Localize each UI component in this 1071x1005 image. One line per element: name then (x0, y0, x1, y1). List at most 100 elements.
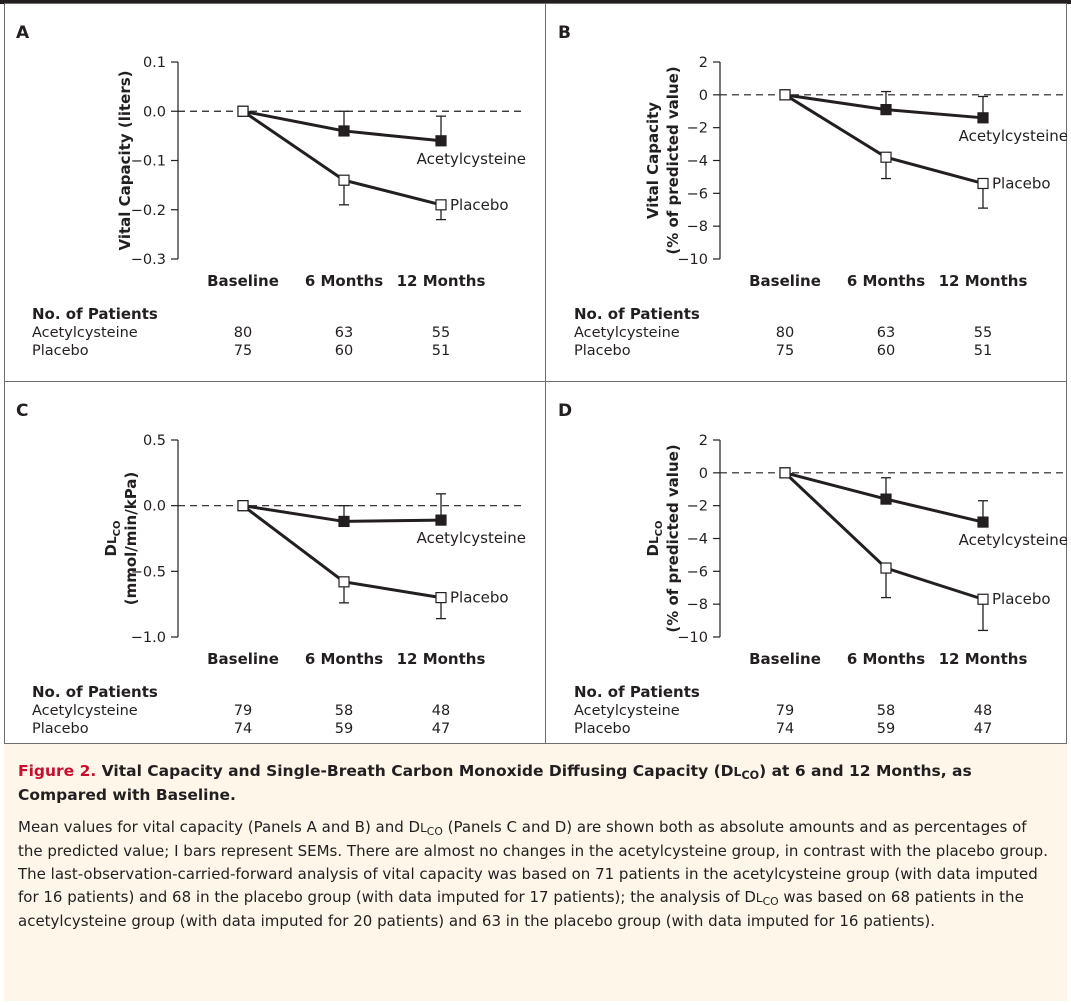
y-tick-label: 0.1 (143, 55, 166, 71)
patients-header: No. of Patients (574, 305, 700, 323)
data-point-placebo (338, 174, 350, 186)
patients-row-label: Placebo (32, 343, 89, 359)
patients-row-label: Placebo (32, 721, 89, 737)
x-category-label: Baseline (749, 272, 821, 290)
y-tick-label: 0.5 (143, 433, 166, 449)
y-axis-label-smallcap: L (647, 536, 661, 544)
series-label-acetylcysteine: Acetylcysteine (417, 529, 526, 547)
y-tick-label: −6 (687, 564, 708, 580)
panel-grid: A 0.1 0.0 −0.1 −0.2 −0.3 Vital Capacity (liter… (4, 4, 1068, 744)
patients-header: No. of Patients (32, 683, 158, 701)
y-axis-label-sub: CO (654, 521, 665, 537)
x-category-label: 12 Months (939, 272, 1028, 290)
panel-b: B 2 0 −2 −4 −6 −8 −10 Vital Capacity (% of predic… (546, 4, 1071, 377)
y-tick-label: −8 (687, 219, 708, 235)
patients-count: 79 (776, 703, 794, 719)
data-point-placebo (779, 89, 791, 101)
patients-count: 75 (234, 343, 252, 359)
patients-count: 63 (335, 325, 353, 341)
caption-body-part3: was based on 68 patients in the acetylcy… (18, 888, 1024, 930)
x-category-label: 6 Months (305, 650, 383, 668)
patients-count: 80 (776, 325, 794, 341)
patients-header: No. of Patients (32, 305, 158, 323)
y-axis-label-line: (% of predicted value) (664, 66, 682, 254)
y-tick-label: 2 (699, 55, 708, 71)
caption-body-smallcap1: L (420, 821, 427, 835)
panel-divider-vertical (545, 4, 546, 744)
panel-label: A (16, 23, 30, 43)
panel-divider-horizontal (4, 381, 1067, 382)
patients-count: 63 (877, 325, 895, 341)
figure-caption: Figure 2. Vital Capacity and Single-Brea… (4, 744, 1067, 1001)
y-tick-label: 0 (699, 88, 708, 104)
y-tick-label: −0.3 (131, 252, 166, 268)
patients-header: No. of Patients (574, 683, 700, 701)
caption-title: Figure 2. Vital Capacity and Single-Brea… (18, 760, 1053, 806)
panel-divider-bottom (4, 743, 1067, 744)
y-tick-label: 2 (699, 433, 708, 449)
patients-count: 74 (776, 721, 794, 737)
x-category-label: 6 Months (305, 272, 383, 290)
caption-title-sub: CO (741, 768, 760, 782)
panel-a: A 0.1 0.0 −0.1 −0.2 −0.3 Vital Capacity (liter… (4, 4, 545, 377)
panel-label: C (16, 401, 28, 421)
data-point-acetylcysteine (880, 104, 892, 116)
series-label-acetylcysteine: Acetylcysteine (417, 150, 526, 168)
y-tick-label: −0.5 (131, 564, 166, 580)
x-category-label: Baseline (207, 650, 279, 668)
patients-count: 47 (974, 721, 992, 737)
data-point-acetylcysteine (435, 514, 447, 526)
chart-svg-c: C 0.5 0.0 −0.5 −1.0 DLCO (mmol/min/kPa) Baselin… (16, 401, 526, 737)
patients-row-label: Placebo (574, 343, 631, 359)
y-axis-label-sub: CO (112, 521, 123, 537)
data-point-acetylcysteine (435, 135, 447, 147)
patients-count: 48 (432, 703, 450, 719)
y-tick-label: −2 (687, 499, 708, 515)
data-point-placebo (779, 467, 791, 479)
series-label-placebo: Placebo (992, 590, 1051, 608)
series-label-acetylcysteine: Acetylcysteine (959, 127, 1068, 145)
data-point-placebo (237, 105, 249, 117)
patients-row-label: Acetylcysteine (32, 325, 138, 341)
caption-body-part2: (Panels C and D) are shown both as absol… (18, 818, 1048, 906)
y-tick-label: 0.0 (143, 104, 166, 120)
series-line-placebo (242, 110, 442, 207)
x-category-label: Baseline (749, 650, 821, 668)
y-tick-label: −2 (687, 121, 708, 137)
caption-body-smallcap2: L (755, 891, 763, 905)
series-label-placebo: Placebo (992, 174, 1051, 192)
caption-title-part2: ) at 6 and 12 Months, as Compared with B… (18, 762, 972, 804)
series-label-placebo: Placebo (450, 589, 509, 607)
y-tick-label: −10 (677, 630, 708, 646)
x-category-label: Baseline (207, 272, 279, 290)
data-point-placebo (977, 593, 989, 605)
y-tick-label: −4 (687, 532, 708, 548)
data-point-acetylcysteine (338, 125, 350, 137)
patients-row-label: Acetylcysteine (574, 325, 680, 341)
data-point-acetylcysteine (880, 493, 892, 505)
y-tick-label: −10 (677, 252, 708, 268)
series-label-placebo: Placebo (450, 196, 509, 214)
data-point-placebo (435, 199, 447, 211)
panel-label: B (558, 23, 571, 43)
y-tick-label: −6 (687, 186, 708, 202)
x-category-label: 12 Months (939, 650, 1028, 668)
y-axis-label-main: D (102, 544, 120, 556)
patients-count: 55 (432, 325, 450, 341)
y-axis-label-line: DLCO (102, 521, 123, 557)
patients-row-label: Acetylcysteine (32, 703, 138, 719)
data-point-acetylcysteine (977, 112, 989, 124)
data-point-acetylcysteine (338, 515, 350, 528)
series-line-placebo (783, 471, 984, 601)
y-axis-label-line: DLCO (644, 521, 665, 557)
patients-count: 59 (877, 721, 895, 737)
data-point-placebo (237, 500, 249, 512)
y-axis-label-line: Vital Capacity (644, 102, 662, 219)
data-point-placebo (435, 592, 447, 604)
y-tick-label: −8 (687, 597, 708, 613)
data-point-placebo (880, 151, 892, 163)
caption-body: Mean values for vital capacity (Panels A… (18, 816, 1053, 933)
caption-title-smallcap: L (733, 764, 742, 779)
